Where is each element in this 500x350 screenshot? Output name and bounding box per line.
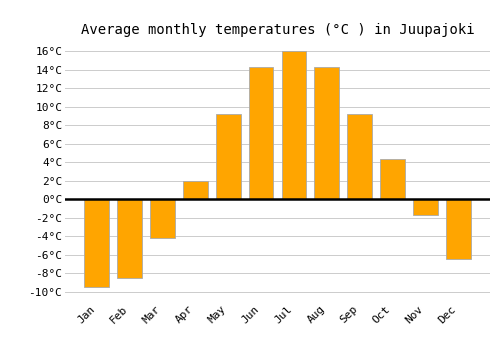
Bar: [117, 199, 142, 278]
Title: Average monthly temperatures (°C ) in Juupajoki: Average monthly temperatures (°C ) in Ju…: [80, 23, 474, 37]
Bar: [446, 199, 470, 259]
Bar: [84, 199, 109, 287]
Bar: [314, 67, 339, 199]
Bar: [413, 199, 438, 215]
Bar: [183, 181, 208, 199]
Bar: [282, 51, 306, 199]
Bar: [348, 114, 372, 199]
Bar: [216, 114, 240, 199]
Bar: [150, 199, 174, 238]
Bar: [248, 67, 274, 199]
Bar: [380, 160, 405, 199]
